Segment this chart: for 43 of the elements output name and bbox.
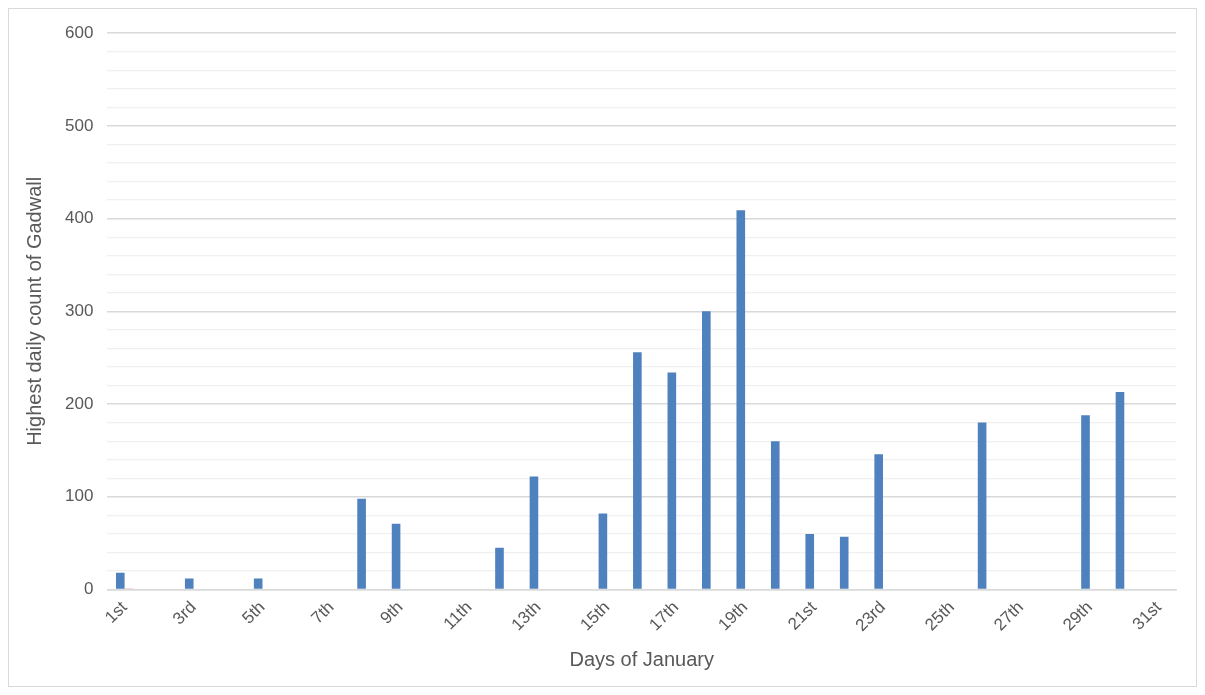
bar	[770, 441, 780, 589]
x-tick-label: 5th	[238, 597, 269, 628]
y-tick-label: 300	[64, 301, 94, 321]
bar	[633, 352, 642, 589]
x-tick-label: 9th	[376, 597, 407, 628]
x-tick-label: 15th	[576, 597, 614, 635]
y-tick-label: 0	[83, 579, 94, 599]
x-tick-label: 11th	[439, 597, 476, 634]
bar	[702, 311, 711, 589]
x-tick-label: 27th	[990, 597, 1028, 635]
y-axis-title: Highest daily count of Gadwall	[22, 176, 45, 446]
x-tick-label: 19th	[714, 597, 752, 635]
bar	[391, 523, 401, 589]
bar	[1081, 415, 1090, 589]
x-tick-label: 1st	[101, 597, 131, 627]
bar	[667, 372, 677, 589]
bar	[736, 210, 746, 589]
y-tick-label: 200	[64, 393, 94, 413]
x-tick-label: 29th	[1059, 597, 1096, 635]
y-tick-label: 600	[64, 22, 94, 42]
bar	[977, 422, 987, 589]
bar	[805, 533, 815, 589]
y-tick-label: 400	[64, 208, 94, 228]
bar	[529, 476, 539, 589]
bar	[253, 578, 263, 589]
x-tick-label: 31st	[1128, 597, 1166, 634]
x-axis-title: Days of January	[569, 647, 714, 670]
y-tick-label: 500	[64, 115, 94, 135]
bar	[495, 547, 504, 589]
bar	[115, 572, 125, 589]
x-tick-label: 21st	[784, 597, 821, 634]
y-tick-label: 100	[64, 486, 94, 506]
bar	[1115, 392, 1125, 589]
bar	[598, 513, 608, 589]
x-tick-label: 13th	[507, 597, 545, 635]
bar	[357, 498, 366, 589]
x-tick-label: 7th	[307, 597, 338, 628]
x-tick-label: 25th	[921, 597, 959, 635]
x-tick-label: 17th	[645, 597, 683, 635]
bar	[839, 536, 849, 589]
bar	[184, 578, 194, 589]
bar	[874, 454, 883, 589]
x-tick-label: 3rd	[168, 597, 200, 629]
